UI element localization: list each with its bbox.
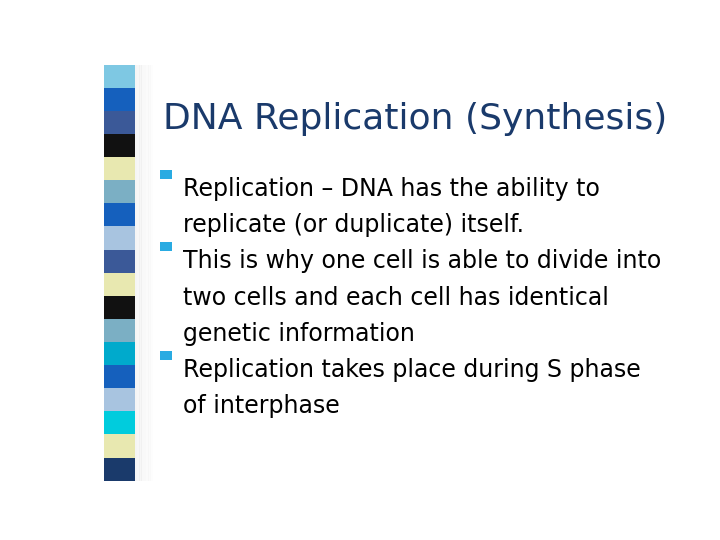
Bar xyxy=(104,157,135,180)
Text: two cells and each cell has identical: two cells and each cell has identical xyxy=(183,286,609,309)
Bar xyxy=(104,457,135,481)
Bar xyxy=(160,170,172,179)
Bar xyxy=(139,65,142,481)
Bar xyxy=(104,111,135,134)
Bar xyxy=(104,365,135,388)
Bar xyxy=(137,65,140,481)
Bar xyxy=(150,65,153,481)
Bar xyxy=(104,88,135,111)
Bar xyxy=(160,242,172,252)
Text: genetic information: genetic information xyxy=(183,322,415,346)
Bar xyxy=(104,296,135,319)
Bar xyxy=(104,319,135,342)
Text: Replication takes place during S phase: Replication takes place during S phase xyxy=(183,358,641,382)
Bar xyxy=(104,65,135,88)
Bar xyxy=(160,351,172,360)
Text: DNA Replication (Synthesis): DNA Replication (Synthesis) xyxy=(163,102,667,136)
Text: replicate (or duplicate) itself.: replicate (or duplicate) itself. xyxy=(183,213,524,237)
Bar xyxy=(148,65,150,481)
Text: This is why one cell is able to divide into: This is why one cell is able to divide i… xyxy=(183,249,662,273)
Bar xyxy=(104,411,135,434)
Bar xyxy=(135,65,138,481)
Bar xyxy=(104,249,135,273)
Text: Replication – DNA has the ability to: Replication – DNA has the ability to xyxy=(183,177,600,201)
Bar xyxy=(104,180,135,204)
Bar xyxy=(104,434,135,457)
Bar xyxy=(104,388,135,411)
Bar xyxy=(104,273,135,296)
Bar xyxy=(145,65,148,481)
Bar xyxy=(104,342,135,365)
Bar xyxy=(143,65,146,481)
Bar xyxy=(104,226,135,249)
Bar xyxy=(141,65,144,481)
Bar xyxy=(104,134,135,157)
Bar xyxy=(104,204,135,226)
Text: of interphase: of interphase xyxy=(183,394,340,418)
